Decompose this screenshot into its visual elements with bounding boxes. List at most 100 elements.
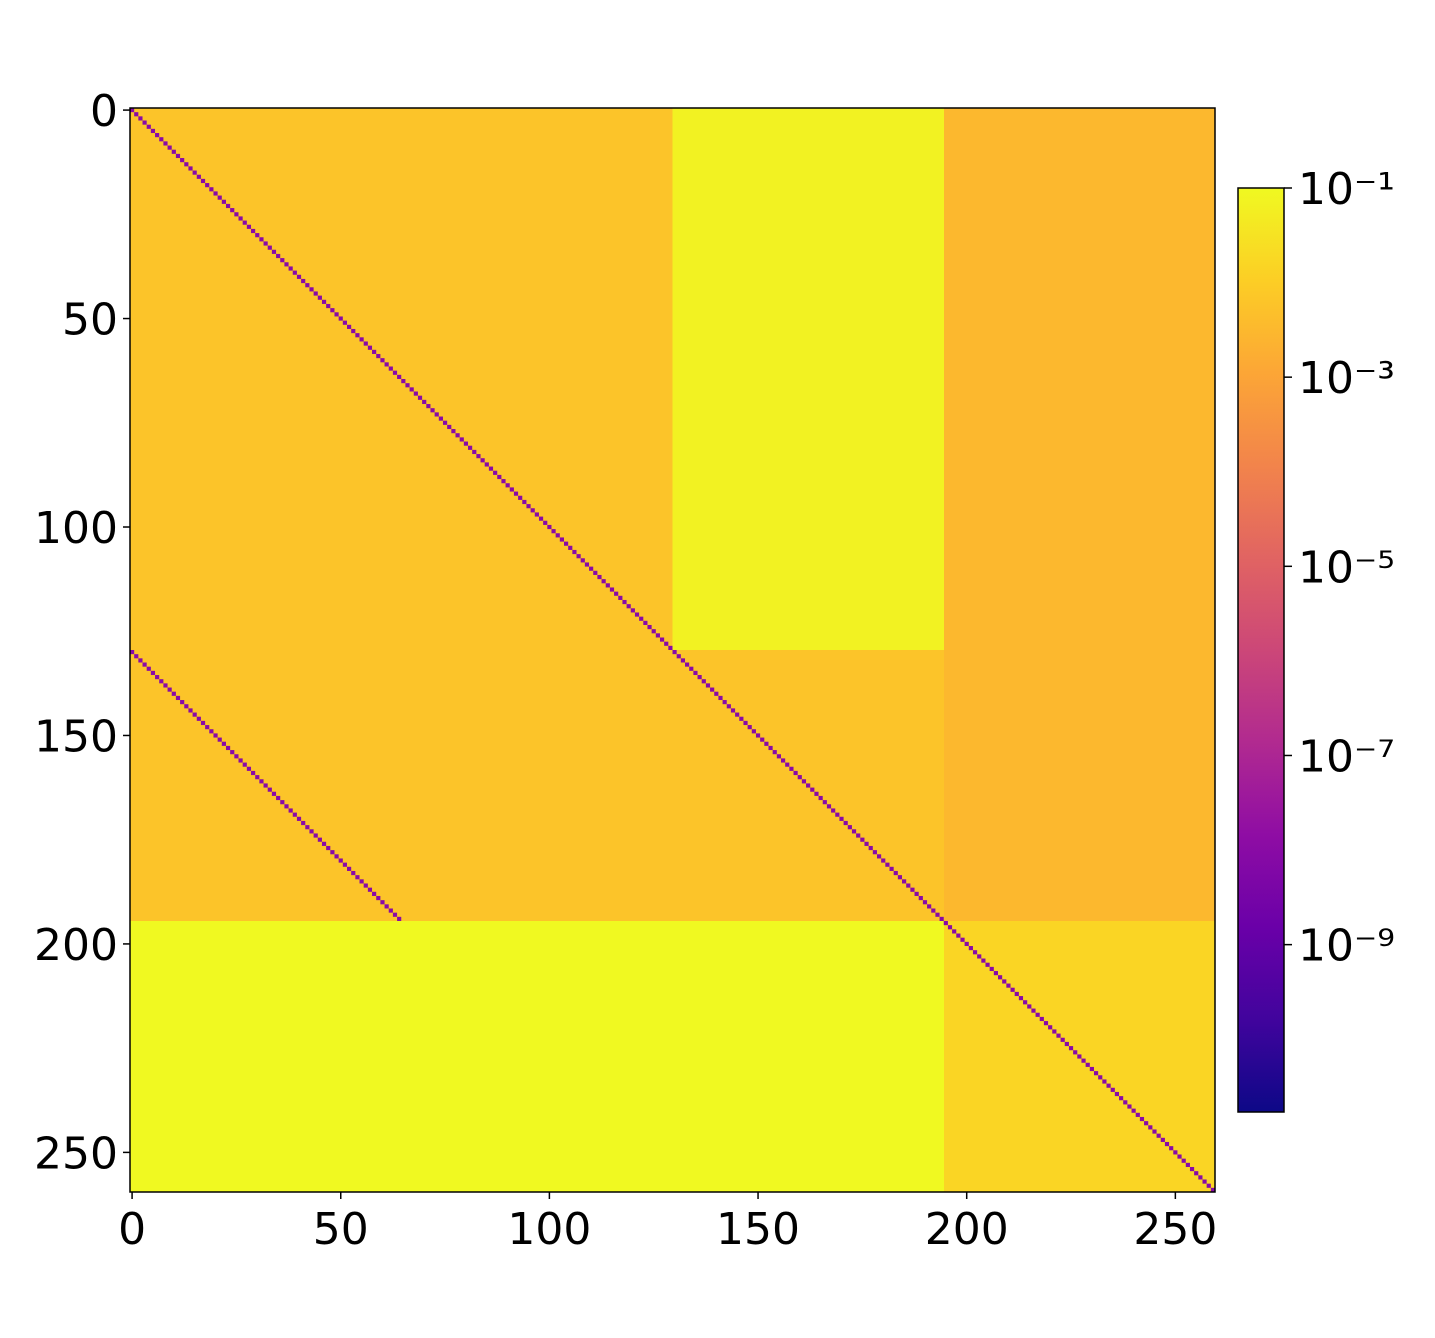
- diagonal-cell: [781, 758, 786, 763]
- diagonal-cell: [155, 133, 160, 138]
- diagonal-cell: [430, 408, 435, 413]
- diagonal-cell: [138, 116, 143, 121]
- diagonal-cell: [175, 153, 181, 159]
- diagonal-cell: [918, 895, 923, 901]
- diagonal-cell: [993, 971, 998, 976]
- y-tick-label: 50: [62, 295, 118, 346]
- diagonal-cell: [372, 349, 377, 354]
- diagonal-cell: [180, 158, 185, 163]
- diagonal-cell: [981, 958, 986, 963]
- diagonal-cell: [743, 720, 748, 726]
- diagonal-cell: [1060, 1037, 1065, 1042]
- diagonal-cell: [726, 704, 731, 709]
- diagonal-cell: [171, 149, 176, 154]
- diagonal-cell: [513, 491, 519, 496]
- diagonal-cell: [376, 353, 381, 359]
- diagonal-cell: [689, 666, 694, 671]
- diagonal-cell: [614, 591, 619, 596]
- diagonal-cell: [509, 487, 514, 492]
- diagonal-cell: [772, 750, 777, 755]
- diagonal-cell: [1039, 1016, 1044, 1022]
- diagonal-cell: [205, 183, 210, 188]
- diagonal-cell: [856, 833, 861, 838]
- diagonal-cell: [417, 395, 423, 400]
- diagonal-cell: [559, 537, 564, 542]
- diagonal-cell: [355, 333, 360, 338]
- diagonal-cell: [922, 900, 928, 905]
- diagonal-cell: [1018, 996, 1024, 1001]
- diagonal-cell: [1052, 1029, 1057, 1034]
- diagonal-cell: [309, 287, 314, 292]
- diagonal-cell: [747, 725, 752, 730]
- diagonal-cell: [534, 512, 539, 517]
- diagonal-cell: [931, 908, 936, 913]
- diagonal-cell: [885, 862, 890, 867]
- diagonal-cell: [380, 900, 385, 905]
- diagonal-cell: [313, 291, 318, 296]
- diagonal-cell: [647, 624, 652, 630]
- diagonal-cell: [739, 716, 744, 721]
- diagonal-cell: [1098, 1075, 1103, 1080]
- diagonal-cell: [351, 870, 356, 876]
- diagonal-cell: [584, 562, 590, 567]
- x-tick-label: 250: [1133, 1204, 1217, 1255]
- diagonal-cell: [1073, 1050, 1078, 1055]
- diagonal-cell: [472, 449, 477, 455]
- colorbar-tick-label: 10⁻⁹: [1298, 921, 1395, 972]
- diagonal-cell: [380, 358, 385, 363]
- diagonal-cell: [255, 233, 260, 238]
- diagonal-cell: [630, 608, 635, 613]
- diagonal-cell: [730, 708, 736, 713]
- diagonal-cell: [1048, 1025, 1053, 1030]
- diagonal-cell: [822, 800, 827, 805]
- diagonal-cell: [522, 499, 527, 505]
- diagonal-cell: [651, 629, 656, 634]
- diagonal-cell: [760, 737, 765, 742]
- diagonal-cell: [1206, 1183, 1211, 1188]
- diagonal-cell: [868, 845, 873, 851]
- diagonal-cell: [334, 854, 339, 859]
- diagonal-cell: [601, 579, 606, 584]
- diagonal-cell: [1156, 1133, 1161, 1138]
- diagonal-cell: [230, 208, 235, 213]
- diagonal-cell: [968, 946, 973, 951]
- diagonal-cell: [230, 750, 235, 755]
- diagonal-cell: [242, 762, 247, 767]
- diagonal-cell: [296, 816, 302, 821]
- diagonal-cell: [180, 700, 185, 705]
- diagonal-cell: [801, 779, 807, 784]
- diagonal-cell: [413, 391, 418, 396]
- diagonal-cell: [493, 470, 498, 475]
- diagonal-cell: [927, 904, 932, 909]
- diagonal-cell: [146, 124, 151, 129]
- diagonal-cell: [480, 458, 485, 463]
- diagonal-cell: [372, 891, 377, 896]
- diagonal-cell: [718, 695, 723, 701]
- diagonal-cell: [597, 574, 602, 580]
- diagonal-cell: [284, 262, 289, 267]
- diagonal-cell: [321, 299, 327, 304]
- diagonal-cell: [538, 516, 544, 521]
- diagonal-cell: [622, 599, 627, 605]
- diagonal-cell: [1177, 1154, 1182, 1159]
- diagonal-cell: [1077, 1054, 1082, 1059]
- diagonal-cell: [392, 912, 398, 917]
- diagonal-cell: [789, 766, 794, 771]
- diagonal-cell: [568, 545, 573, 550]
- diagonal-cell: [192, 712, 197, 717]
- diagonal-cell: [175, 695, 181, 701]
- diagonal-cell: [501, 479, 506, 484]
- diagonal-cell: [455, 433, 460, 438]
- diagonal-cell: [255, 775, 260, 780]
- diagonal-cell: [326, 845, 331, 851]
- diagonal-cell: [1064, 1041, 1069, 1047]
- x-tick-label: 100: [507, 1204, 591, 1255]
- diagonal-cell: [196, 174, 201, 179]
- diagonal-cell: [347, 324, 352, 329]
- diagonal-cell: [463, 441, 469, 446]
- diagonal-cell: [872, 850, 877, 855]
- diagonal-cell: [881, 858, 886, 863]
- diagonal-cell: [134, 654, 139, 659]
